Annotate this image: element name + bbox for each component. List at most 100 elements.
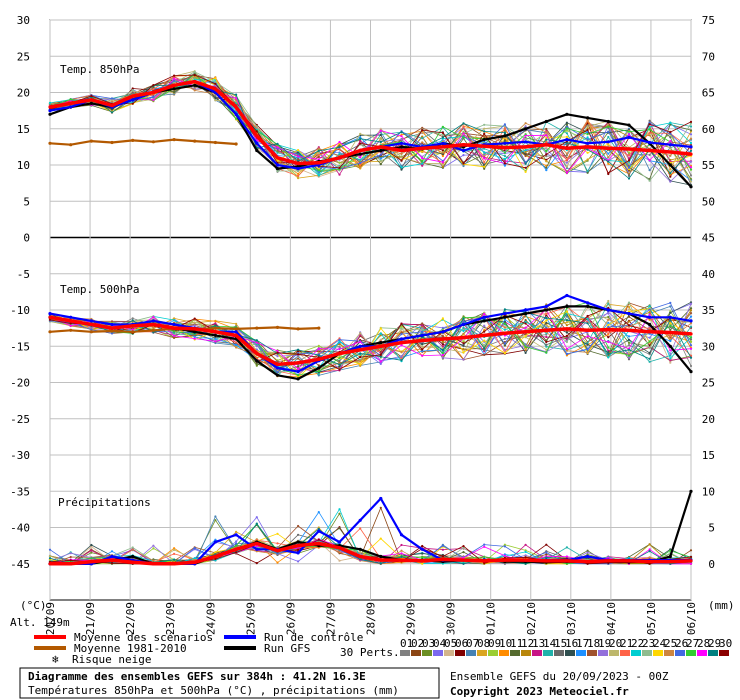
pert-t850-point [545, 169, 548, 172]
pert-t500-point [297, 374, 300, 377]
pert-t850-point [441, 131, 444, 134]
pert-t850-point [483, 161, 486, 164]
pert-precip-point [545, 553, 548, 556]
pert-t850-point [586, 133, 589, 136]
pert-precip-point [173, 552, 176, 556]
pert-precip-point [173, 547, 176, 550]
series-t850-point [255, 148, 259, 153]
series-precip-point [337, 546, 342, 550]
series-precip-point [565, 559, 569, 563]
series-t500-point [668, 315, 672, 319]
pert-t850-point [235, 102, 238, 105]
pert-precip-point [338, 512, 341, 515]
x-tick-label: 26/09 [284, 602, 297, 635]
pert-t500-point [462, 342, 465, 345]
pert-t850-point [317, 152, 320, 155]
pert-precip-point [69, 555, 72, 559]
series-precip-point [110, 554, 114, 559]
pert-precip-point [648, 543, 651, 546]
pert-precip-point [173, 548, 176, 552]
series-t850-point [110, 140, 114, 145]
pert-t850-point [483, 151, 486, 154]
series-t850-point [565, 112, 569, 116]
pert-t500-point [689, 309, 693, 312]
pert-swatch [631, 650, 641, 656]
pert-id: 05 [444, 637, 457, 650]
pert-precip-point [627, 556, 631, 560]
pert-t500-point [689, 336, 693, 339]
pert-precip-point [503, 545, 506, 548]
pert-t500-point [276, 349, 279, 353]
pert-t500-point [379, 362, 382, 365]
pert-t850-point [359, 161, 362, 164]
pert-t850-point [565, 165, 569, 168]
series-precip-point [317, 529, 321, 533]
pert-precip-point [297, 533, 300, 536]
pert-t500-point [627, 356, 631, 359]
pert-t500-point [462, 344, 465, 347]
x-tick-label: 05/10 [645, 602, 658, 635]
series-t850-point [648, 148, 652, 153]
pert-t500-point [317, 370, 320, 373]
pert-precip-point [338, 527, 341, 530]
pert-t500-point [483, 329, 486, 332]
pert-t500-point [441, 353, 444, 357]
pert-t850-point [627, 162, 631, 165]
pert-t850-point [400, 166, 403, 169]
pert-t850-point [276, 151, 279, 154]
pert-precip-point [503, 543, 506, 546]
pert-t850-point [317, 154, 320, 157]
pert-precip-point [421, 556, 424, 559]
pert-t850-point [379, 133, 382, 137]
pert-t500-point [565, 334, 569, 337]
pert-precip-point [565, 555, 569, 558]
pert-swatch [675, 650, 685, 656]
series-t850-point [255, 141, 259, 145]
pert-precip-point [689, 562, 693, 565]
pert-t850-point [503, 157, 506, 160]
pert-t850-point [503, 131, 506, 134]
series-precip-point [627, 559, 631, 563]
pert-t850-point [689, 166, 693, 169]
pert-precip-point [255, 522, 258, 525]
pert-swatch [576, 650, 586, 656]
pert-t500-point [607, 312, 610, 315]
pert-t500-point [255, 345, 258, 348]
pert-id: 26 [675, 637, 688, 650]
pert-t500-point [648, 351, 651, 354]
series-t850-point [69, 105, 73, 109]
pert-id: 11 [510, 637, 523, 650]
series-t850-point [399, 148, 404, 153]
pert-t850-point [255, 125, 258, 128]
pert-id: 12 [521, 637, 534, 650]
pert-precip-point [110, 550, 114, 553]
pert-t500-point [462, 351, 465, 354]
pert-t850-point [379, 140, 382, 144]
pert-t500-point [462, 329, 465, 333]
pert-t850-point [524, 149, 527, 152]
pert-swatch [642, 650, 652, 656]
series-precip-point [358, 554, 362, 559]
pert-precip-point [483, 555, 486, 558]
series-t500-point [275, 325, 280, 329]
pert-t500-point [503, 344, 506, 347]
pert-t850-point [317, 155, 320, 158]
pert-t850-point [483, 127, 486, 130]
series-t500-point [358, 344, 362, 348]
series-precip-point [399, 533, 404, 537]
series-t500-point [213, 330, 217, 334]
series-t850-point [358, 152, 362, 156]
pert-precip-point [90, 545, 93, 548]
series-t500-point [172, 322, 176, 327]
pert-precip-point [338, 508, 341, 511]
pert-t500-point [48, 318, 52, 321]
series-t500-point [461, 336, 466, 340]
pert-t500-point [607, 356, 610, 359]
perturbations-label: 30 Perts. [340, 646, 400, 659]
pert-t500-point [545, 351, 548, 354]
pert-t500-point [193, 317, 196, 320]
x-tick-label: 24/09 [204, 602, 217, 635]
series-t500-point [234, 330, 238, 334]
pert-t500-point [648, 357, 651, 360]
pert-t850-point [669, 154, 672, 157]
